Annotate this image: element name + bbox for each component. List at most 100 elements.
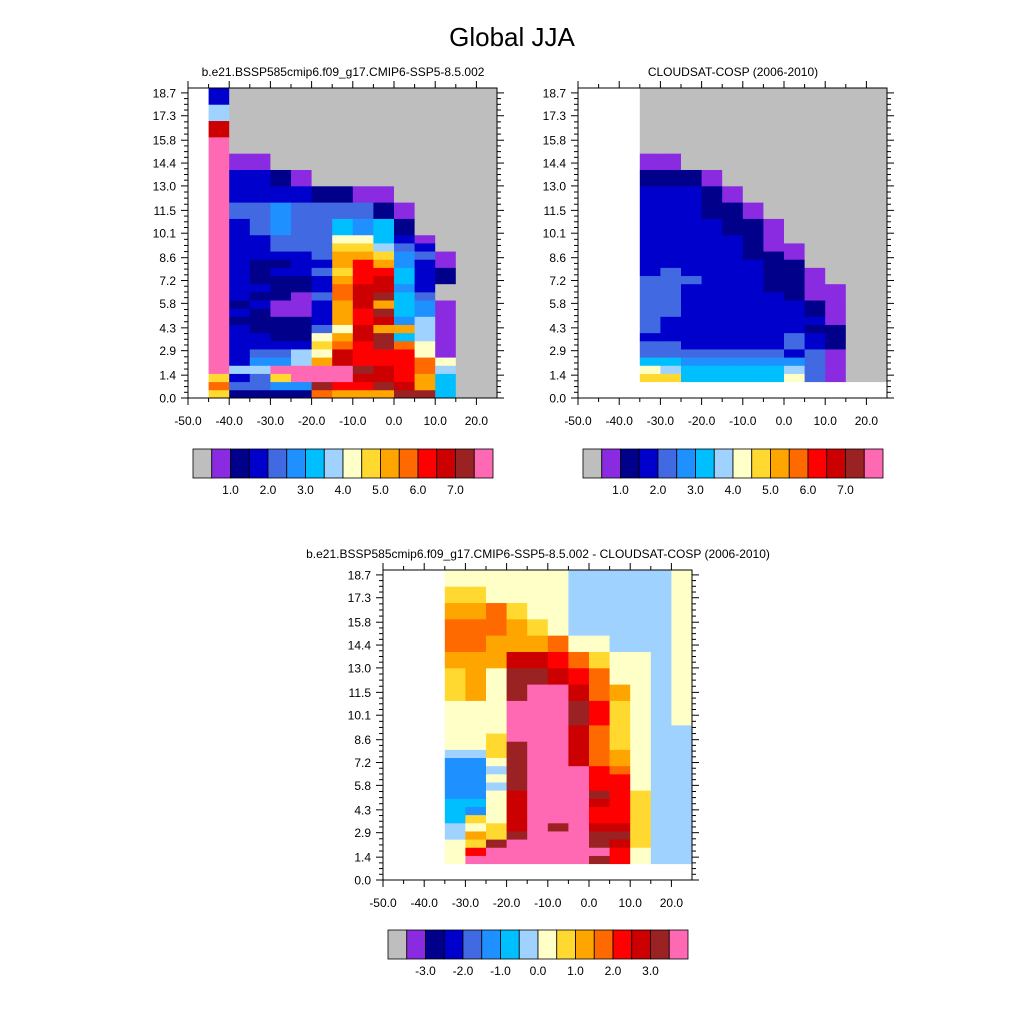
heatmap-cell <box>455 373 477 383</box>
heatmap-cell <box>249 275 271 285</box>
heatmap-cell <box>455 243 477 252</box>
heatmap-cell <box>435 202 457 219</box>
heatmap-cell <box>249 136 271 154</box>
heatmap-cell <box>373 267 395 277</box>
heatmap-cell <box>609 839 631 848</box>
y-tick-label: 4.3 <box>159 321 176 335</box>
heatmap-cell <box>506 847 528 856</box>
heatmap-cell <box>229 267 251 277</box>
heatmap-cell <box>311 185 333 203</box>
heatmap-cell <box>547 839 569 848</box>
heatmap-cell <box>568 741 590 750</box>
heatmap-cell <box>845 300 867 309</box>
heatmap-cell <box>291 88 312 105</box>
heatmap-cell <box>444 733 466 742</box>
heatmap-cell <box>527 839 549 848</box>
heatmap-cell <box>722 169 744 187</box>
heatmap-cell <box>722 349 744 358</box>
heatmap-cell <box>435 324 457 334</box>
heatmap-cell <box>506 725 528 734</box>
heatmap-cell <box>332 365 354 374</box>
heatmap-cell <box>763 373 785 383</box>
heatmap-cell <box>394 308 415 317</box>
heatmap-cell <box>671 798 693 807</box>
heatmap-cell <box>671 667 693 685</box>
heatmap-cell <box>527 733 549 742</box>
heatmap-cell <box>784 291 805 301</box>
heatmap-cell <box>332 283 354 293</box>
heatmap-cell <box>208 381 230 391</box>
heatmap-cell <box>527 790 549 799</box>
heatmap-cell <box>373 153 395 170</box>
heatmap-cell <box>660 291 682 301</box>
heatmap-cell <box>486 725 507 734</box>
heatmap-cell <box>845 275 867 285</box>
heatmap-cell <box>229 389 251 399</box>
heatmap-cell <box>671 814 693 824</box>
heatmap-cell <box>270 389 292 399</box>
heatmap-cell <box>208 259 230 268</box>
heatmap-cell <box>465 798 487 807</box>
heatmap-cell <box>506 733 528 742</box>
heatmap-cell <box>465 602 487 620</box>
colorbar-label: 1.0 <box>567 964 584 978</box>
heatmap-cell <box>352 291 374 301</box>
heatmap-cell <box>444 822 466 832</box>
y-tick-label: 10.1 <box>153 227 177 241</box>
heatmap-cell <box>866 259 888 268</box>
heatmap-cell <box>681 340 702 350</box>
heatmap-cell <box>527 586 549 604</box>
heatmap-cell <box>352 120 374 138</box>
y-tick-label: 14.4 <box>543 157 567 171</box>
y-tick-label: 17.3 <box>348 591 372 605</box>
heatmap-cell <box>414 259 436 268</box>
heatmap-cell <box>414 243 436 252</box>
heatmap-cell <box>630 757 652 767</box>
heatmap-cell <box>671 806 693 816</box>
heatmap-cell <box>527 814 549 824</box>
y-tick-label: 8.6 <box>354 733 371 747</box>
heatmap-cell <box>332 373 354 383</box>
heatmap-cell <box>465 570 487 587</box>
heatmap-cell <box>784 88 805 154</box>
heatmap-cell <box>681 316 702 325</box>
heatmap-cell <box>486 749 507 759</box>
colorbar-label: 5.0 <box>762 483 779 497</box>
heatmap-cell <box>609 733 631 742</box>
heatmap-cell <box>332 291 354 301</box>
heatmap-cell <box>671 847 693 856</box>
heatmap-cell <box>609 798 631 807</box>
heatmap-cell <box>444 757 466 767</box>
heatmap-cell <box>208 300 230 309</box>
heatmap-cell <box>455 259 477 268</box>
heatmap-cell <box>291 153 312 170</box>
heatmap-cell <box>311 332 333 342</box>
heatmap-cell <box>506 790 528 799</box>
heatmap-cell <box>681 202 702 219</box>
heatmap-cell <box>866 332 888 342</box>
y-tick-label: 18.7 <box>543 86 567 100</box>
heatmap-cell <box>825 234 847 244</box>
y-tick-label: 18.7 <box>348 568 372 582</box>
heatmap-cell <box>804 259 826 268</box>
panel-difference: b.e21.BSSP585cmip6.f09_g17.CMIP6-SSP5-8.… <box>306 547 770 978</box>
heatmap-cell <box>352 316 374 325</box>
heatmap-cell <box>845 324 867 334</box>
heatmap-cell <box>465 814 487 824</box>
heatmap-cell <box>208 120 230 138</box>
heatmap-cell <box>681 291 702 301</box>
heatmap-cell <box>639 300 661 309</box>
heatmap-cell <box>722 243 744 252</box>
heatmap-cell <box>208 185 230 203</box>
y-tick-label: 1.4 <box>549 369 566 383</box>
heatmap-cell <box>804 251 826 260</box>
heatmap-cell <box>352 88 374 105</box>
heatmap-cell <box>414 169 436 187</box>
heatmap-cell <box>444 570 466 587</box>
heatmap-cell <box>332 104 354 122</box>
heatmap-cell <box>609 602 631 620</box>
heatmap-cell <box>660 357 682 366</box>
heatmap-cell <box>455 316 477 325</box>
heatmap-cell <box>229 283 251 293</box>
heatmap-cell <box>639 275 661 285</box>
